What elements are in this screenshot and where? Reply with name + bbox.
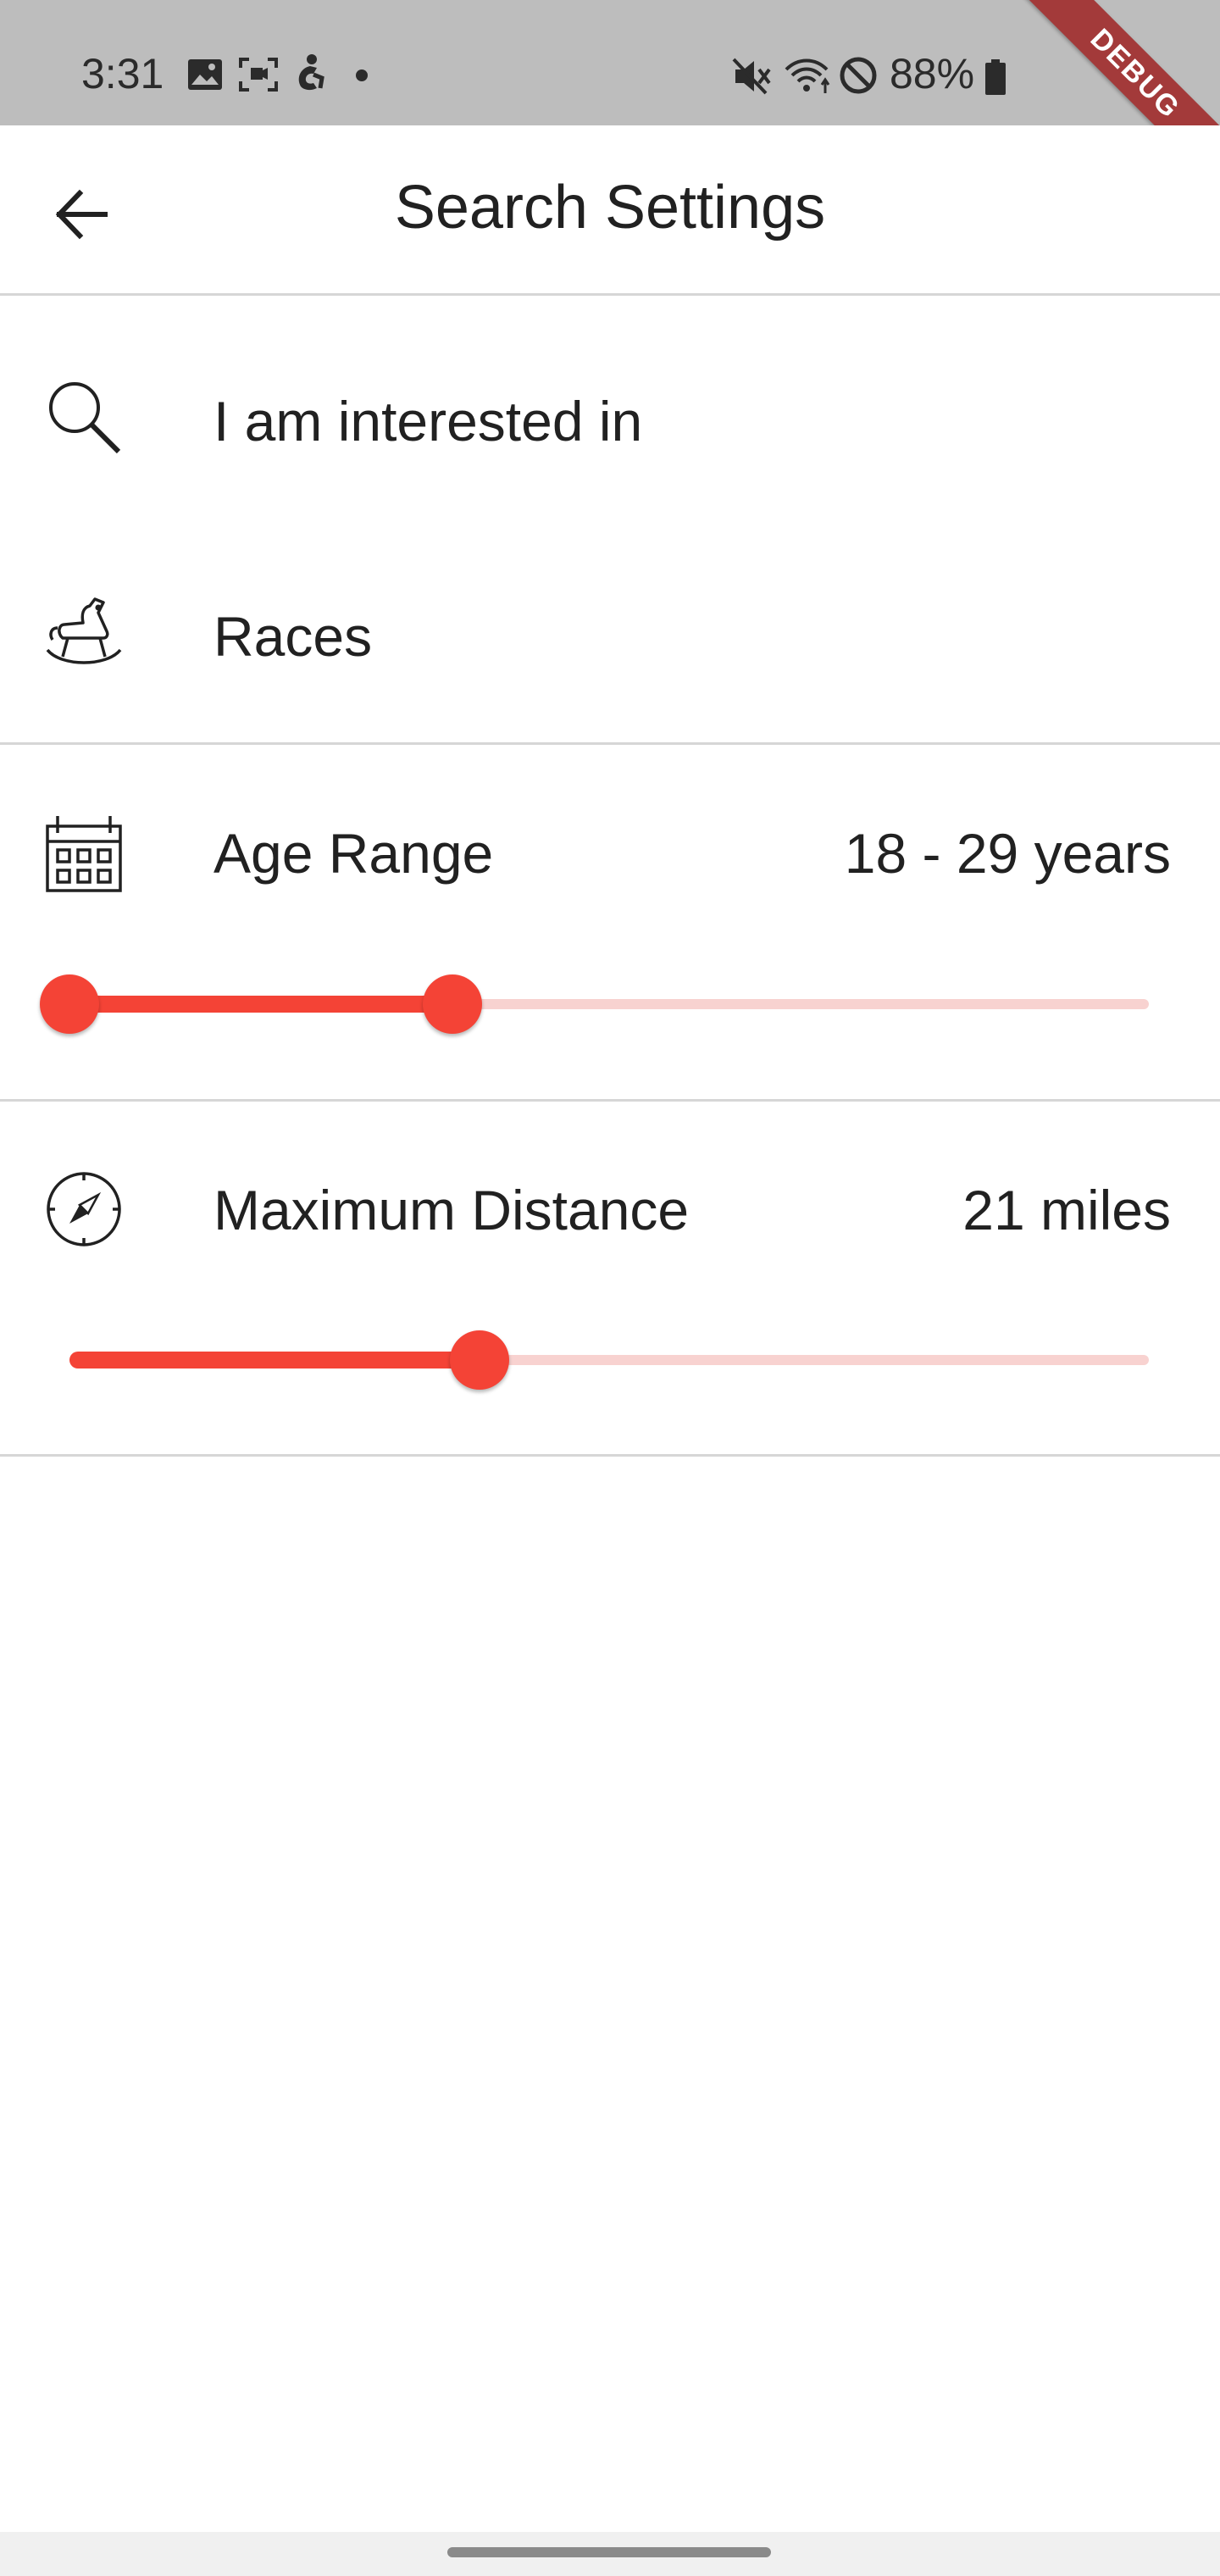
age-range-label: Age Range <box>214 822 494 885</box>
do-not-disturb-icon <box>839 56 878 99</box>
races-row[interactable]: Races <box>0 509 1220 742</box>
age-range-value: 18 - 29 years <box>844 822 1171 885</box>
interested-in-row[interactable]: I am interested in <box>0 296 1220 509</box>
slider-track-active <box>69 1352 480 1368</box>
mute-icon <box>732 58 773 99</box>
back-button[interactable] <box>42 176 119 253</box>
screenshot-icon <box>239 58 278 96</box>
divider <box>0 1454 1220 1457</box>
battery-percentage: 88% <box>890 50 975 97</box>
max-distance-row: Maximum Distance 21 miles <box>0 1102 1220 1454</box>
debug-ribbon: DEBUG <box>1005 0 1220 125</box>
search-icon <box>49 382 121 454</box>
rocking-horse-icon <box>46 597 122 664</box>
battery-icon <box>984 59 1006 99</box>
age-range-row: Age Range 18 - 29 years <box>0 745 1220 1099</box>
age-range-slider[interactable] <box>40 974 1149 1034</box>
home-indicator[interactable] <box>447 2547 771 2557</box>
notification-dot-icon <box>356 69 368 86</box>
divider <box>0 742 1220 745</box>
max-distance-label: Maximum Distance <box>214 1179 690 1241</box>
max-distance-slider[interactable] <box>69 1330 1149 1390</box>
age-min-thumb[interactable] <box>40 974 99 1034</box>
arrow-back-icon <box>55 189 108 240</box>
distance-thumb[interactable] <box>450 1330 510 1390</box>
status-time: 3:31 <box>81 50 164 97</box>
status-bar: 3:31 88% DEBUG <box>0 0 1220 125</box>
divider <box>0 1099 1220 1102</box>
navigation-bar <box>0 2532 1220 2576</box>
interested-in-label: I am interested in <box>214 390 643 452</box>
wifi-icon <box>783 56 834 99</box>
age-max-thumb[interactable] <box>423 974 483 1034</box>
page-title: Search Settings <box>394 174 826 242</box>
races-label: Races <box>214 605 373 668</box>
image-icon <box>186 58 224 96</box>
app-bar: Search Settings <box>0 125 1220 296</box>
calendar-icon <box>46 816 122 892</box>
accessibility-icon <box>291 54 329 97</box>
compass-icon <box>47 1172 121 1246</box>
slider-track-active <box>69 996 453 1013</box>
max-distance-value: 21 miles <box>962 1179 1171 1241</box>
